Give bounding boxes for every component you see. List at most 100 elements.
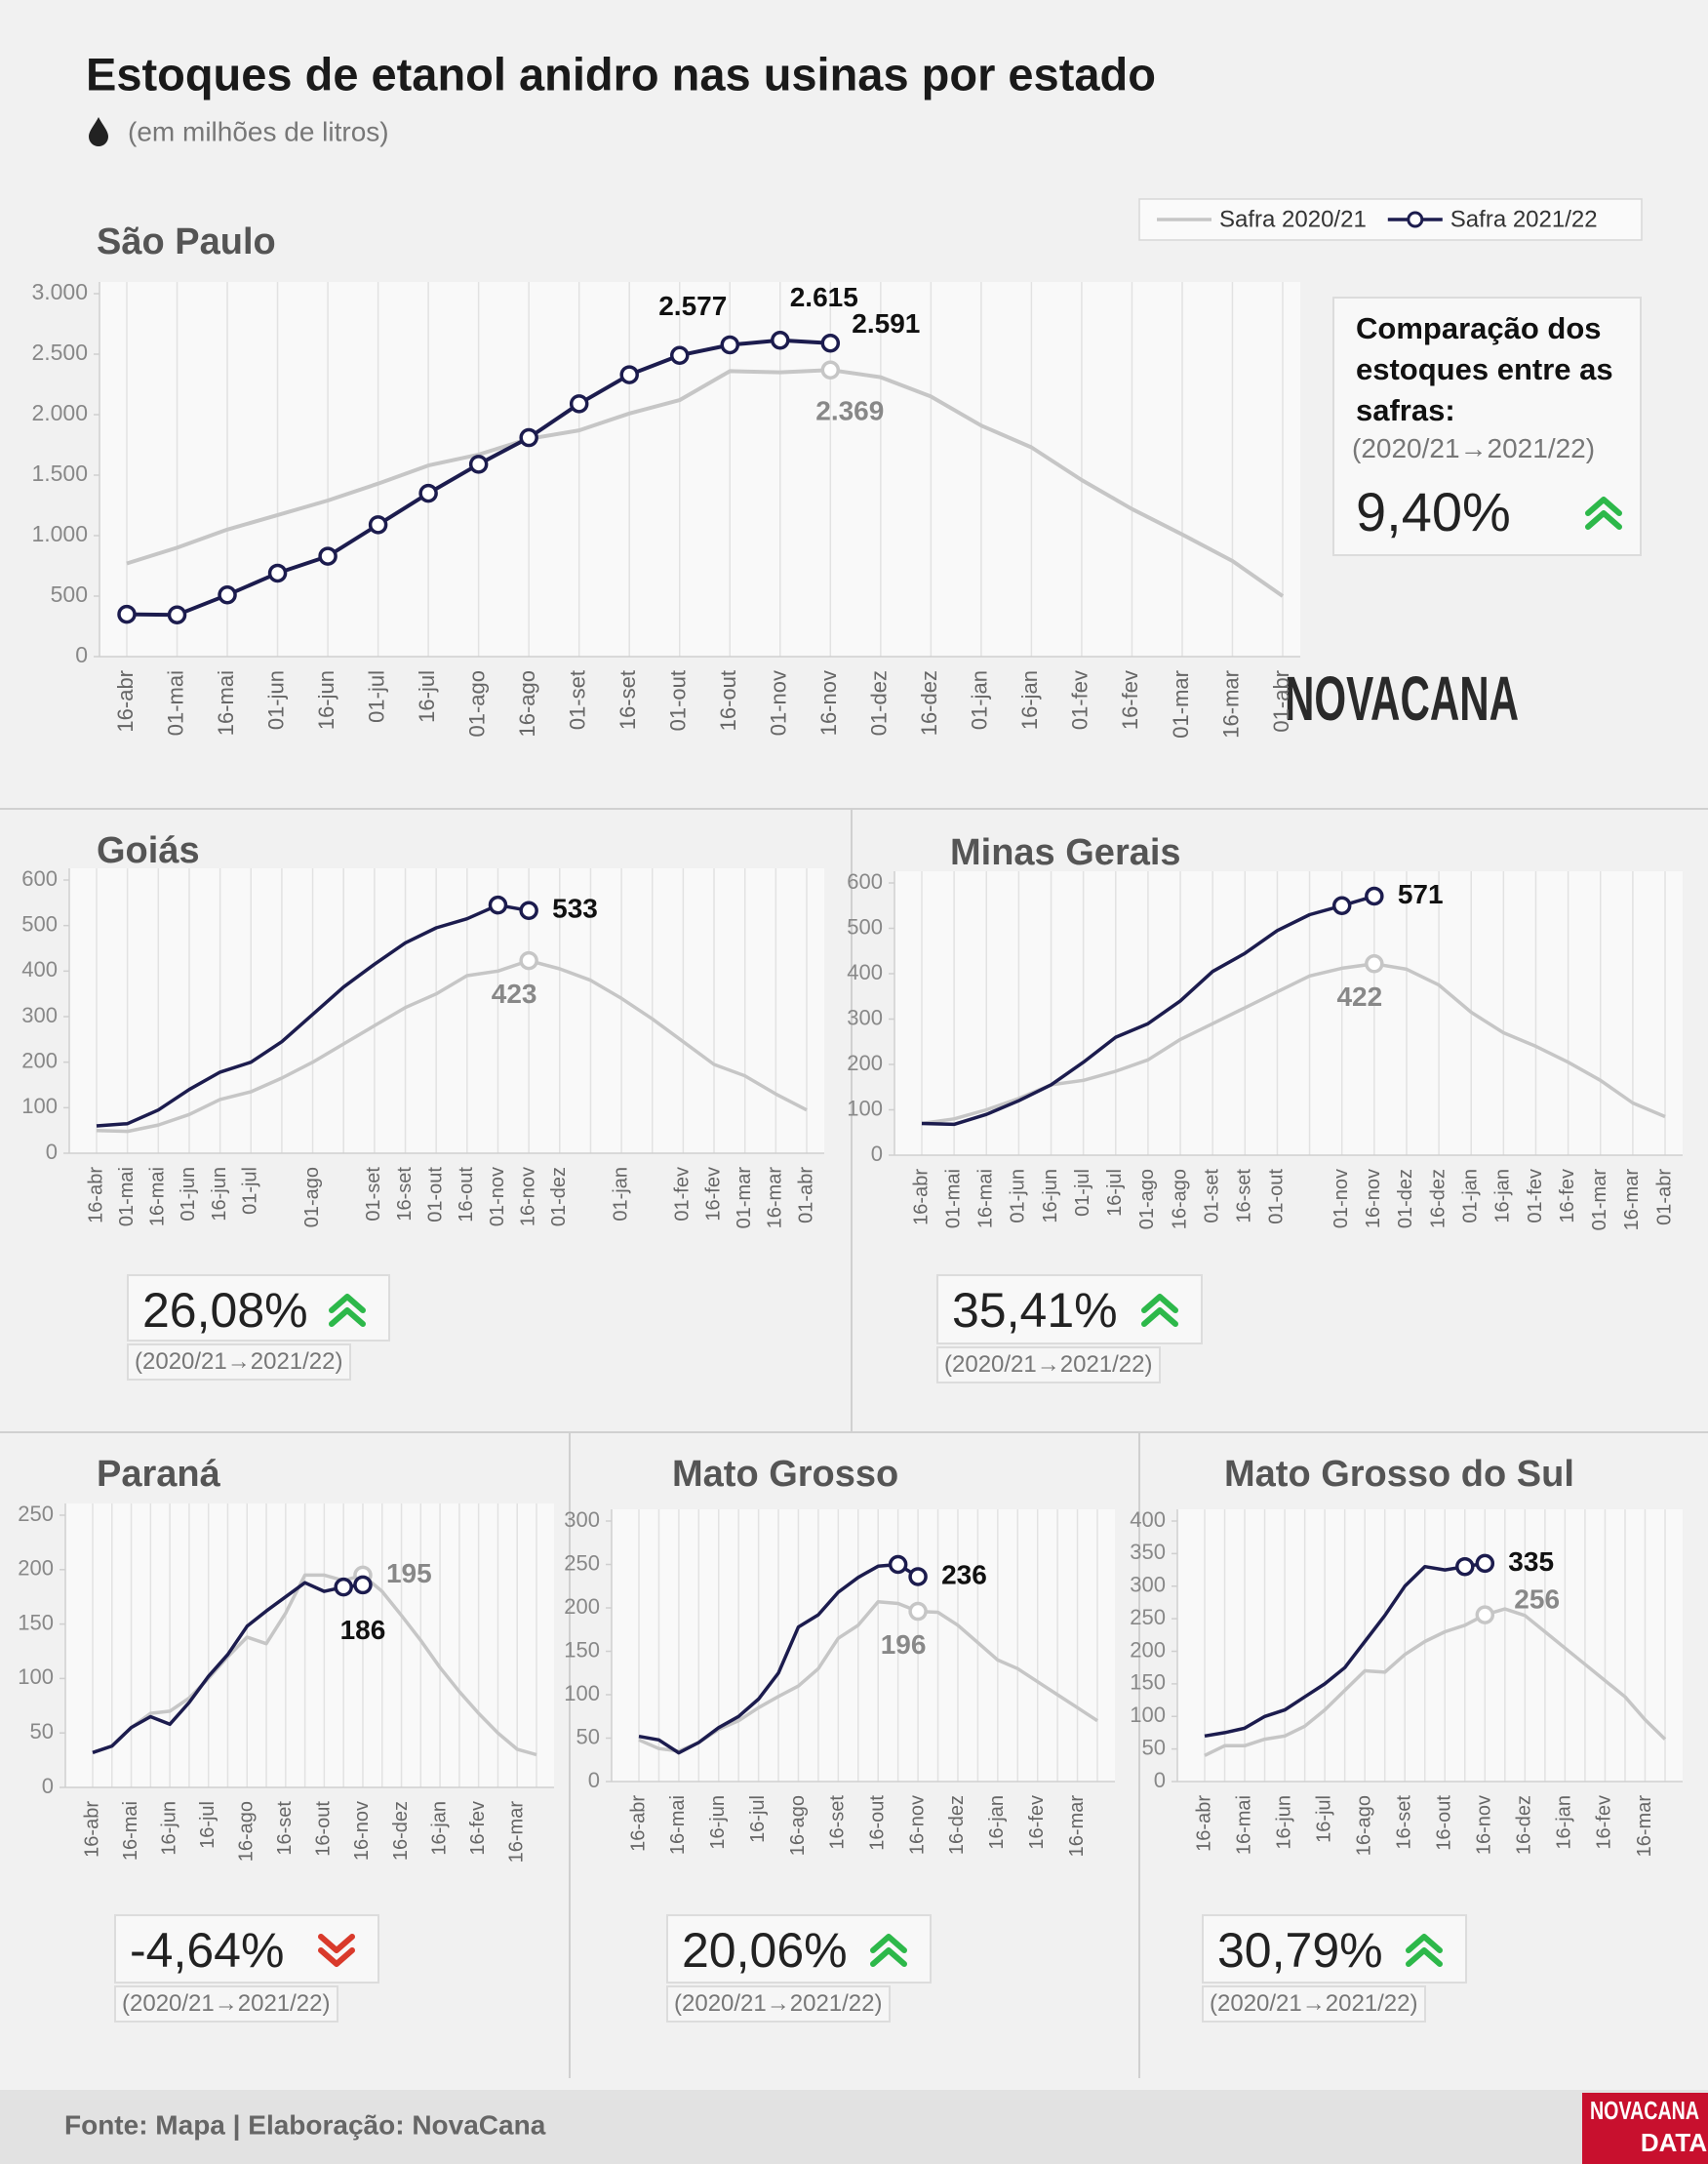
comparison-value: -4,64%	[130, 1923, 285, 1978]
y-tick-label: 0	[588, 1768, 600, 1792]
trend-arrow	[870, 1934, 907, 1967]
plot-area	[69, 868, 824, 1153]
marker	[468, 455, 489, 474]
marker	[218, 585, 237, 605]
x-tick-label: 16-jan	[428, 1801, 450, 1856]
marker	[820, 333, 841, 353]
chevron	[1406, 1947, 1443, 1967]
x-tick-label: 16-jul	[1313, 1795, 1334, 1843]
comparison-value: 20,06%	[682, 1923, 848, 1978]
x-tick-label: 16-nov	[816, 670, 841, 736]
x-tick-label: 01-jul	[240, 1167, 261, 1215]
line	[1204, 1607, 1667, 1757]
line	[92, 1581, 364, 1754]
chevron	[1585, 510, 1622, 530]
comparison-box: 20,06%	[666, 1914, 932, 1984]
footer	[0, 2090, 1708, 2164]
x-tick-label: 16-jul	[197, 1801, 218, 1849]
marker	[569, 394, 589, 414]
x-tick-label: 16-mar	[505, 1801, 527, 1863]
x-tick-label: 16-abr	[910, 1169, 932, 1225]
x-tick-label: 01-dez	[1395, 1169, 1416, 1228]
trend-arrow	[1141, 1294, 1178, 1327]
y-tick-label: 100	[847, 1096, 883, 1120]
x-tick-label: 16-dez	[917, 670, 941, 736]
y-tick-label: 300	[1130, 1573, 1166, 1597]
marker	[888, 1554, 908, 1575]
logo: NOVACANA	[1285, 663, 1519, 734]
x-tick-label: 16-out	[716, 670, 740, 731]
y-tick-label: 150	[1130, 1670, 1166, 1695]
x-tick-label: 16-mar	[1218, 670, 1243, 739]
y-tick-label: 100	[564, 1681, 600, 1705]
x-tick-label: 16-jul	[415, 670, 439, 723]
x-tick-label: 16-ago	[515, 670, 539, 738]
x-tick-label: 01-set	[363, 1167, 384, 1222]
y-tick-label: 150	[18, 1610, 54, 1634]
x-tick-label: 16-mai	[667, 1795, 689, 1855]
data-label: 2.615	[790, 282, 858, 312]
y-tick-label: 2.000	[31, 400, 88, 425]
x-tick-label: 16-mar	[1066, 1795, 1088, 1858]
x-tick-label: 16-jan	[1554, 1795, 1575, 1850]
legend-marker	[1407, 211, 1424, 228]
y-tick-label: 200	[847, 1051, 883, 1075]
y-tick-label: 0	[42, 1774, 54, 1798]
chart-title: São Paulo	[97, 221, 276, 262]
marker	[1455, 1556, 1475, 1577]
x-tick-label: 16-nov	[1474, 1795, 1495, 1855]
x-tick-label: 01-mai	[942, 1169, 964, 1228]
comparison-box: -4,64%	[114, 1914, 379, 1984]
chevron	[318, 1947, 355, 1967]
marker	[1331, 896, 1352, 915]
x-tick-label: 16-abr	[81, 1801, 102, 1858]
trend-arrow	[1406, 1934, 1443, 1967]
legend-label: Safra 2021/22	[1450, 206, 1598, 232]
marker	[1475, 1605, 1495, 1624]
y-tick-label: 1.000	[31, 521, 88, 546]
x-tick-label: 01-jun	[1008, 1169, 1029, 1223]
y-tick-label: 250	[18, 1502, 54, 1526]
subtitle: (em milhões de litros)	[128, 116, 389, 146]
x-tick-label: 16-abr	[1193, 1795, 1214, 1852]
x-tick-label: 16-fev	[1026, 1795, 1048, 1850]
marker	[1475, 1553, 1495, 1574]
data-label: 195	[386, 1558, 432, 1588]
data-label: 196	[881, 1629, 927, 1660]
comparison-box: 30,79%	[1202, 1914, 1467, 1984]
y-tick-label: 400	[1130, 1507, 1166, 1532]
x-tick-label: 16-jan	[986, 1795, 1008, 1850]
x-tick-label: 01-jan	[1459, 1169, 1481, 1223]
x-tick-label: 16-mar	[1621, 1169, 1643, 1231]
x-tick-label: 16-set	[616, 670, 640, 730]
legend-label: Safra 2020/21	[1219, 206, 1367, 232]
data-label: 2.591	[852, 308, 920, 339]
x-tick-label: 01-set	[1201, 1169, 1222, 1223]
data-label: 335	[1508, 1546, 1554, 1577]
period: (2020/21→2021/22)	[936, 1346, 1161, 1383]
y-tick-label: 2.500	[31, 340, 88, 365]
chevron	[1406, 1934, 1443, 1953]
plot-area	[99, 282, 1300, 657]
y-tick-label: 200	[564, 1594, 600, 1619]
logo-data-box	[1582, 2093, 1708, 2164]
x-tick-label: 01-jan	[610, 1167, 631, 1222]
x-tick-label: 01-nov	[487, 1167, 508, 1226]
x-tick-label: 01-mai	[163, 670, 187, 736]
x-tick-label: 16-abr	[113, 670, 138, 733]
data-label: 423	[492, 979, 537, 1009]
period: (2020/21→2021/22)	[1352, 433, 1596, 463]
data-label: 186	[340, 1615, 386, 1645]
line	[96, 902, 530, 1128]
data-label: 533	[552, 894, 598, 924]
data-label: 236	[941, 1559, 987, 1589]
y-tick-label: 300	[847, 1005, 883, 1029]
y-tick-label: 500	[847, 914, 883, 939]
x-tick-label: 16-jul	[747, 1795, 769, 1843]
x-tick-label: 16-fev	[1557, 1169, 1578, 1223]
data-label: 422	[1336, 982, 1382, 1012]
y-tick-label: 250	[564, 1550, 600, 1575]
marker	[418, 483, 438, 503]
y-tick-label: 0	[1154, 1768, 1166, 1792]
y-tick-label: 3.000	[31, 279, 88, 304]
